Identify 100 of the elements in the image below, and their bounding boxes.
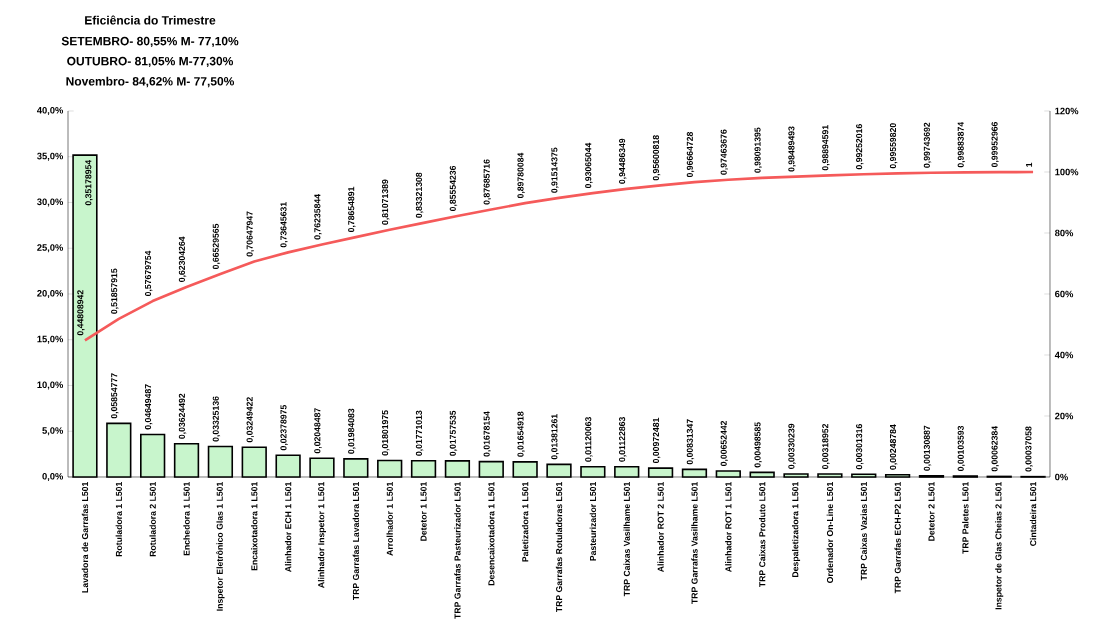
data-label: 0,98894591 [822, 125, 830, 171]
x-tick-label: TRP Caixas Vazias L501 [860, 481, 867, 581]
y-tick-label: 0,0% [42, 473, 64, 481]
x-tick-label: Rotuladora 1 L501 [115, 481, 122, 557]
data-label: 0,87685716 [483, 159, 491, 205]
data-label: 0,85554236 [449, 165, 458, 211]
text: Novembro- 84,62% M- 77,50% [66, 76, 235, 88]
x-tick-label: Lavadora de Garrafas L501 [81, 481, 89, 593]
x-tick-label: Alinhador ROT 2 L501 [657, 481, 664, 573]
x-tick-label: TRP Garrafas Vasilhame L501 [691, 481, 698, 604]
data-label: 0,76235844 [314, 194, 322, 240]
data-label: 0,81071389 [382, 179, 390, 225]
x-tick-label: Detetor 1 L501 [420, 481, 427, 541]
data-label: 0,91514375 [551, 147, 559, 193]
x-tick-label: Alinhador ROT 1 L501 [725, 481, 732, 573]
data-label: 0,70647947 [246, 211, 254, 257]
data-label: 0,51857915 [111, 268, 119, 314]
x-tick-label: Encaixotadora 1 L501 [251, 481, 258, 571]
data-label: 0,93065044 [585, 142, 593, 189]
x-tick-label: TRP Paletes L501 [962, 481, 969, 554]
y2-tick-label: 40% [1054, 351, 1074, 359]
data-label: 0,00330239 [788, 423, 796, 469]
data-label: 0,00037058 [1025, 426, 1033, 472]
data-label: 0,01757535 [449, 410, 458, 456]
y-tick-label: 35,0% [37, 152, 64, 161]
text: OUTUBRO- 81,05% M-77,30% [67, 56, 234, 68]
x-tick-label: TRP Garrafas Lavadora L501 [352, 481, 360, 601]
x-tick-label: Inspetor de Glas Cheias 2 L501 [995, 481, 1004, 610]
x-tick-label: Paletizadora 1 L501 [521, 481, 529, 562]
x-tick-label: Arrolhador 1 L501 [386, 481, 393, 556]
x-tick-label: TRP Caixas Produto L501 [758, 481, 766, 588]
data-label: 0,05854777 [111, 373, 119, 419]
data-label: 0,83321308 [415, 172, 424, 218]
x-tick-label: Enchedora 1 L501 [183, 481, 190, 556]
data-label: 0,04649487 [144, 384, 153, 430]
data-label: 0,99883874 [957, 121, 966, 168]
data-label: 0,94486349 [619, 138, 627, 184]
x-tick-label: Inspetor Eletrônico Glas 1 L501 [216, 481, 225, 611]
data-label: 0,57679754 [144, 250, 153, 297]
data-label: 0,00248784 [889, 424, 898, 470]
data-label: 0,01678154 [483, 411, 491, 457]
data-label: 1 [1026, 162, 1033, 167]
y2-tick-label: 120% [1055, 107, 1079, 115]
data-label: 0,97463676 [720, 129, 728, 175]
text: SETEMBRO- 80,55% M- 77,10% [61, 36, 239, 48]
data-label: 0,96664728 [686, 131, 695, 178]
y-tick-label: 20,0% [37, 290, 64, 298]
data-label: 0,00652442 [720, 420, 728, 466]
y-tick-label: 15,0% [37, 335, 64, 344]
x-tick-label: Despaletizadora 1 L501 [792, 481, 801, 577]
chart-title: Eficiência do Trimestre [85, 15, 216, 25]
data-label: 0,62304264 [178, 236, 187, 282]
data-label: 0,99559820 [889, 123, 898, 169]
x-tick-label: TRP Garrafas Pasteurizador L501 [454, 481, 461, 619]
data-label: 0,95600818 [652, 135, 661, 181]
x-tick-label: Desencaixotadora 1 L501 [488, 481, 495, 586]
x-tick-label: Alinhador ECH 1 L501 [284, 481, 292, 573]
y-tick-label: 30,0% [37, 198, 64, 207]
y-tick-label: 5,0% [42, 427, 64, 436]
data-label: 0,99252016 [856, 124, 864, 170]
data-label: 0,00831347 [686, 419, 695, 465]
y2-tick-label: 60% [1055, 290, 1074, 298]
data-label: 0,01381261 [551, 414, 559, 460]
data-label: 0,02048487 [314, 408, 322, 454]
x-tick-label: TRP Caixas Vasilhame L501 [623, 481, 630, 597]
data-label: 0,01771013 [415, 410, 424, 456]
data-label: 0,98489493 [788, 126, 796, 172]
data-label: 0,44808942 [77, 290, 85, 336]
data-label: 0,03624492 [178, 393, 187, 439]
data-label: 0,66529565 [212, 223, 221, 270]
x-tick-label: Ordenador On-Line L501 [826, 481, 834, 583]
x-tick-label: Pasteurizador L501 [589, 481, 597, 561]
data-label: 0,00130887 [923, 425, 932, 471]
y2-tick-label: 20% [1055, 412, 1074, 420]
data-label: 0,99743692 [923, 122, 932, 168]
data-label: 0,00318952 [822, 423, 830, 470]
y2-tick-label: 0% [1055, 473, 1068, 481]
x-tick-label: Cintadeira L501 [1029, 481, 1037, 546]
y2-tick-label: 100% [1055, 168, 1079, 176]
y-tick-label: 25,0% [37, 244, 64, 253]
x-tick-label: TRP Garrafas Rotuladoras L501 [555, 481, 563, 613]
data-label: 0,00972481 [652, 417, 661, 464]
data-label: 0,35178954 [85, 159, 93, 206]
x-tick-label: Alinhador Inspetor 1 L501 [317, 481, 327, 588]
data-label: 0,99952966 [991, 121, 999, 168]
data-label: 0,03249422 [246, 397, 254, 443]
data-label: 0,89780084 [517, 152, 525, 199]
data-label: 0,00103593 [957, 425, 966, 471]
data-label: 0,01122863 [619, 417, 627, 462]
data-label: 0,01801975 [382, 410, 390, 456]
data-label: 0,98091395 [754, 127, 762, 173]
data-label: 0,02378975 [280, 404, 288, 451]
data-label: 0,01654918 [517, 411, 525, 457]
data-label: 0,73645631 [280, 202, 288, 248]
x-tick-label: Detetor 2 L501 [928, 481, 935, 541]
y-tick-label: 40,0% [36, 107, 64, 115]
y-tick-label: 10,0% [37, 381, 64, 390]
y2-tick-label: 80% [1055, 229, 1074, 237]
data-label: 0,00301316 [856, 424, 864, 470]
data-label: 0,03325136 [212, 396, 221, 442]
